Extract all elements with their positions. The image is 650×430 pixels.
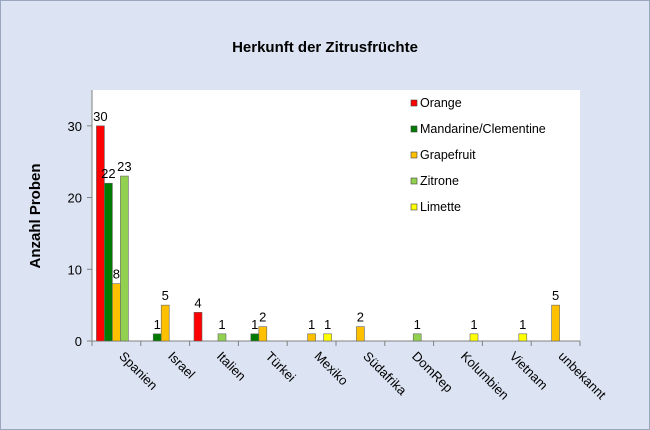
bar-grapefruit bbox=[112, 283, 121, 342]
data-label: 2 bbox=[357, 310, 364, 325]
bar-grapefruit bbox=[307, 333, 316, 342]
y-axis-label: Anzahl Proben bbox=[27, 163, 44, 268]
legend-swatch bbox=[410, 125, 418, 133]
data-label: 1 bbox=[154, 317, 161, 332]
chart-title: Herkunft der Zitrusfrüchte bbox=[232, 39, 418, 56]
y-tick-label: 0 bbox=[75, 334, 82, 349]
data-label: 1 bbox=[218, 317, 225, 332]
legend-label: Grapefruit bbox=[420, 148, 476, 162]
data-label: 8 bbox=[113, 267, 120, 282]
legend-swatch bbox=[410, 151, 418, 159]
bar-orange bbox=[193, 312, 203, 342]
bar-limette bbox=[469, 333, 479, 342]
data-label: 30 bbox=[93, 109, 107, 124]
data-label: 5 bbox=[552, 288, 559, 303]
data-label: 22 bbox=[101, 166, 115, 181]
bar-zitrone bbox=[412, 333, 422, 342]
bar-zitrone bbox=[120, 175, 129, 342]
bar-orange bbox=[96, 125, 105, 342]
legend-label: Orange bbox=[420, 96, 462, 110]
data-label: 1 bbox=[414, 317, 421, 332]
data-label: 5 bbox=[162, 288, 169, 303]
bar-mandarine-clementine bbox=[152, 333, 162, 342]
data-label: 4 bbox=[194, 295, 201, 310]
y-tick-label: 30 bbox=[68, 119, 82, 134]
bar-grapefruit bbox=[160, 304, 170, 342]
bar-zitrone bbox=[217, 333, 227, 342]
legend-swatch bbox=[410, 99, 418, 107]
legend-label: Mandarine/Clementine bbox=[420, 122, 546, 136]
legend-label: Limette bbox=[420, 200, 461, 214]
bar-mandarine-clementine bbox=[250, 333, 260, 342]
data-label: 23 bbox=[117, 159, 131, 174]
data-label: 1 bbox=[470, 317, 477, 332]
legend-label: Zitrone bbox=[420, 174, 459, 188]
data-label: 2 bbox=[259, 310, 266, 325]
bar-grapefruit bbox=[258, 326, 268, 342]
plot-area bbox=[92, 90, 580, 341]
bar-limette bbox=[323, 333, 332, 342]
data-label: 1 bbox=[308, 317, 315, 332]
y-tick-label: 10 bbox=[68, 262, 82, 277]
bar-limette bbox=[518, 333, 528, 342]
y-tick-label: 20 bbox=[68, 191, 82, 206]
bar-grapefruit bbox=[551, 304, 560, 342]
data-label: 1 bbox=[324, 317, 331, 332]
bar-mandarine-clementine bbox=[104, 182, 113, 342]
bar-grapefruit bbox=[356, 326, 365, 342]
legend-swatch bbox=[410, 177, 418, 185]
data-label: 1 bbox=[519, 317, 526, 332]
data-label: 1 bbox=[251, 317, 258, 332]
legend-swatch bbox=[410, 203, 418, 211]
